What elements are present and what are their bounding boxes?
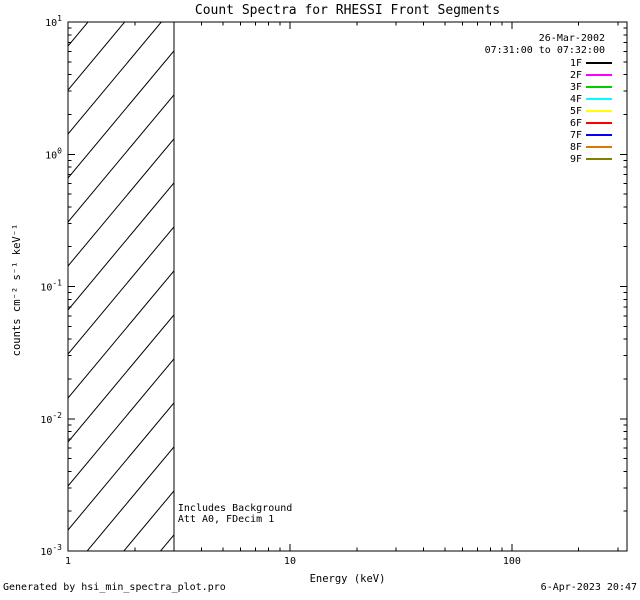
legend-entry-label: 2F: [570, 70, 582, 81]
x-axis-title: Energy (keV): [310, 573, 386, 585]
annotation-text: Includes Background: [178, 503, 292, 514]
y-tick-label: 10-3: [40, 543, 62, 558]
legend-entry-label: 4F: [570, 94, 582, 105]
legend-entry-label: 3F: [570, 82, 582, 93]
generated-timestamp: 6-Apr-2023 20:47: [540, 582, 637, 593]
generated-by-label: Generated by hsi_min_spectra_plot.pro: [3, 582, 226, 593]
y-tick-label: 10-2: [40, 411, 62, 426]
legend-entry-label: 9F: [570, 154, 582, 165]
legend-date: 26-Mar-2002: [539, 33, 605, 44]
x-tick-label: 100: [503, 556, 521, 567]
plot-footer: Generated by hsi_min_spectra_plot.pro 6-…: [3, 582, 637, 593]
legend-entry-label: 6F: [570, 118, 582, 129]
axis-ticks: [67, 21, 627, 552]
annotation-text: Att A0, FDecim 1: [178, 514, 274, 525]
y-tick-label: 101: [45, 14, 62, 29]
legend-entry-label: 1F: [570, 58, 582, 69]
legend-entry-label: 5F: [570, 106, 582, 117]
legend-entry-label: 7F: [570, 130, 582, 141]
y-tick-label: 100: [45, 146, 62, 161]
y-tick-label: 10-1: [40, 279, 62, 294]
hatched-region: [68, 22, 174, 551]
x-tick-label: 10: [284, 556, 296, 567]
plot-frame: [67, 21, 628, 552]
y-axis-title: counts cm⁻² s⁻¹ keV⁻¹: [11, 224, 23, 357]
chart-title: Count Spectra for RHESSI Front Segments: [194, 3, 501, 18]
legend-entry-label: 8F: [570, 142, 582, 153]
legend-time-range: 07:31:00 to 07:32:00: [485, 45, 605, 56]
x-tick-label: 1: [65, 556, 71, 567]
